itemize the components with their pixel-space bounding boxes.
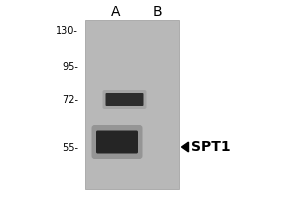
Text: B: B [153, 5, 162, 19]
Text: SPT1: SPT1 [190, 140, 230, 154]
Text: A: A [111, 5, 120, 19]
FancyBboxPatch shape [103, 90, 146, 109]
Polygon shape [182, 142, 188, 152]
FancyBboxPatch shape [92, 125, 142, 159]
FancyBboxPatch shape [106, 93, 143, 106]
Text: 55-: 55- [62, 143, 78, 153]
Text: 130-: 130- [56, 26, 78, 36]
FancyBboxPatch shape [96, 130, 138, 154]
Text: 72-: 72- [62, 95, 78, 105]
Text: 95-: 95- [62, 62, 78, 72]
Bar [85, 20, 178, 189]
